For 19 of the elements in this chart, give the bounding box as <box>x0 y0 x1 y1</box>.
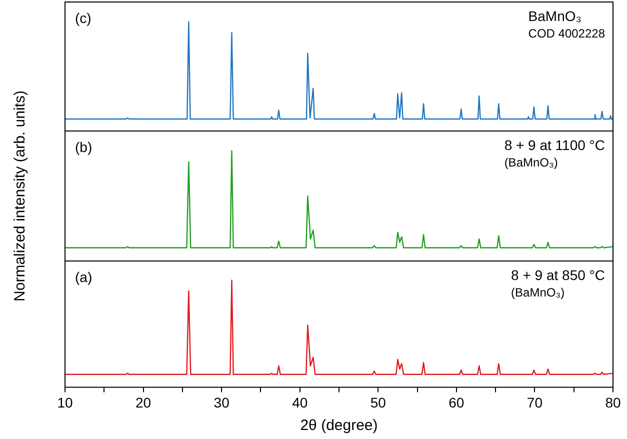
annotation: COD 4002228 <box>528 26 606 40</box>
x-tick-label: 30 <box>214 394 230 410</box>
x-tick-label: 60 <box>448 394 464 410</box>
y-axis-title: Normalized intensity (arb. units) <box>12 90 28 302</box>
x-tick-label: 20 <box>135 394 152 410</box>
annotation: (c) <box>75 10 92 26</box>
x-tick-label: 70 <box>526 394 543 410</box>
annotation: (b) <box>75 138 92 155</box>
x-tick-label: 50 <box>370 394 386 410</box>
x-axis-title: 2θ (degree) <box>300 417 378 434</box>
x-tick-label: 10 <box>57 394 73 410</box>
x-tick-label: 40 <box>292 394 308 410</box>
annotation: 8 + 9 at 1100 °C <box>504 136 605 153</box>
annotation: BaMnO₃ <box>528 8 582 24</box>
x-tick-label: 80 <box>605 394 621 410</box>
annotation: 8 + 9 at 850 °C <box>511 266 606 283</box>
annotation: (BaMnO₃) <box>504 155 558 170</box>
annotation: (a) <box>75 268 92 285</box>
annotation: (BaMnO₃) <box>511 285 565 300</box>
